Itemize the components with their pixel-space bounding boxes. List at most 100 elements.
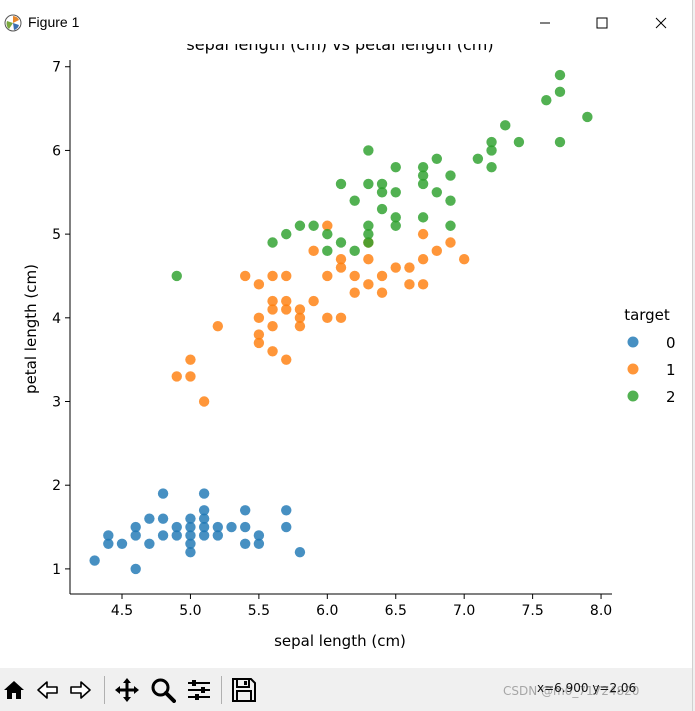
data-point-class-0: [171, 530, 182, 541]
data-point-class-1: [458, 254, 470, 265]
close-icon: [655, 17, 667, 29]
data-point-class-1: [253, 329, 265, 340]
data-point-class-1: [417, 254, 429, 265]
data-point-class-2: [445, 220, 456, 231]
legend-marker-2: [627, 390, 639, 402]
data-point-class-1: [281, 354, 292, 365]
back-icon: [37, 681, 58, 699]
maximize-button[interactable]: [579, 6, 625, 40]
data-point-class-2: [417, 178, 429, 190]
maximize-icon: [596, 17, 608, 29]
window-title: Figure 1: [28, 14, 80, 30]
close-button[interactable]: [638, 6, 684, 40]
data-point-class-2: [294, 220, 306, 231]
configure-icon: [188, 680, 210, 700]
y-tick-label: 4: [52, 311, 61, 327]
toolbar-separator: [104, 676, 105, 704]
data-point-class-2: [281, 228, 292, 240]
data-point-class-2: [376, 178, 388, 190]
title-bar: Figure 1: [0, 0, 692, 44]
data-point-class-1: [404, 279, 415, 290]
data-point-class-1: [281, 270, 292, 282]
data-point-class-1: [253, 279, 265, 290]
data-point-class-1: [308, 295, 319, 307]
data-point-class-2: [486, 145, 497, 156]
data-point-class-0: [171, 521, 182, 533]
figure-canvas[interactable]: 4.5 5.0 5.5 6.0 6.5 7.0 7.5 8.0 1 2 3 4 5 6 7 sepal le…: [0, 35, 692, 668]
data-point-class-1: [198, 396, 210, 407]
data-point-class-0: [130, 563, 141, 575]
data-point-class-1: [404, 262, 415, 273]
x-tick-label: 6.5: [385, 603, 407, 619]
x-axis-label: sepal length (cm): [274, 632, 406, 650]
back-button[interactable]: [34, 676, 62, 704]
data-point-class-2: [445, 195, 456, 206]
data-point-class-1: [376, 287, 388, 298]
data-point-class-2: [349, 195, 360, 206]
minimize-button[interactable]: [522, 6, 568, 40]
home-icon: [4, 681, 24, 699]
data-point-class-2: [376, 187, 388, 198]
data-point-class-0: [239, 521, 251, 533]
data-point-class-2: [308, 220, 319, 231]
data-point-class-1: [431, 245, 443, 257]
data-point-class-1: [253, 337, 265, 349]
save-button[interactable]: [230, 676, 258, 704]
x-tick-label: 5.5: [248, 603, 270, 619]
data-point-class-1: [253, 312, 265, 324]
data-point-class-2: [554, 69, 566, 81]
legend-marker-0: [627, 336, 639, 348]
data-point-class-0: [144, 513, 155, 524]
data-point-class-1: [417, 279, 429, 290]
data-point-class-1: [349, 287, 360, 298]
data-point-class-2: [390, 220, 401, 231]
data-point-class-0: [253, 538, 265, 549]
data-point-class-2: [267, 237, 278, 248]
data-point-class-1: [322, 220, 333, 231]
data-point-class-1: [267, 304, 278, 315]
data-point-class-0: [185, 521, 196, 533]
data-point-class-2: [417, 161, 429, 173]
data-point-class-1: [322, 270, 333, 282]
data-point-class-2: [431, 187, 443, 198]
data-point-class-1: [239, 270, 251, 282]
data-point-class-2: [554, 136, 566, 148]
data-point-class-1: [185, 371, 196, 382]
legend-label-2: 2: [666, 388, 676, 406]
pan-button[interactable]: [113, 676, 141, 704]
forward-button[interactable]: [66, 676, 94, 704]
data-point-class-0: [157, 530, 169, 541]
data-point-class-0: [116, 538, 128, 549]
data-point-class-0: [185, 513, 196, 524]
data-point-class-1: [294, 304, 306, 315]
data-point-class-1: [335, 254, 347, 265]
configure-subplots-button[interactable]: [185, 676, 213, 704]
zoom-button[interactable]: [149, 676, 177, 704]
x-tick-label: 7.0: [453, 603, 475, 619]
data-point-class-2: [363, 145, 374, 156]
data-point-class-0: [198, 521, 210, 533]
data-point-class-0: [130, 521, 141, 533]
legend-title: target: [624, 306, 670, 324]
data-point-class-0: [198, 505, 210, 516]
data-point-class-1: [294, 312, 306, 324]
data-point-class-2: [541, 95, 552, 106]
data-point-class-1: [294, 320, 306, 332]
home-button[interactable]: [0, 676, 28, 704]
x-tick-label: 6.0: [316, 603, 338, 619]
data-point-class-0: [185, 530, 196, 541]
data-point-class-1: [349, 270, 360, 282]
data-point-class-2: [349, 245, 360, 257]
data-point-class-1: [267, 295, 278, 307]
data-point-class-0: [144, 538, 155, 549]
data-point-class-1: [212, 320, 224, 332]
cursor-coordinates: x=6.900 y=2.06: [537, 681, 637, 695]
data-point-class-2: [431, 153, 443, 164]
x-tick-label: 8.0: [590, 603, 612, 619]
data-point-class-1: [335, 262, 347, 273]
data-point-class-0: [253, 530, 265, 541]
save-icon: [232, 678, 256, 702]
data-point-class-2: [582, 111, 593, 123]
data-point-class-1: [171, 371, 182, 382]
data-point-class-0: [198, 488, 210, 499]
